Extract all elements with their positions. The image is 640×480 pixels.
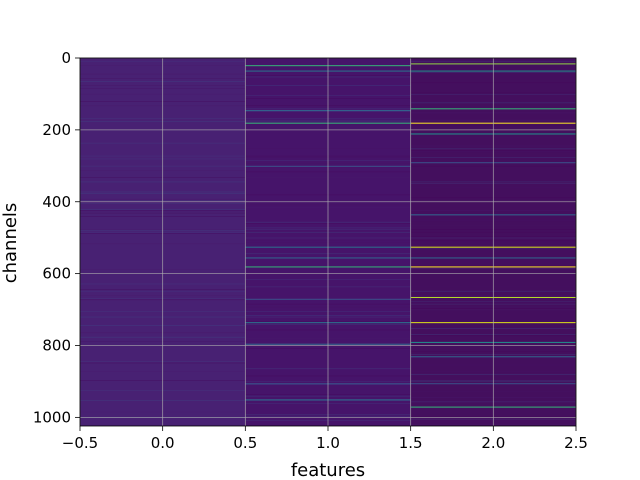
x-tick-label: −0.5 <box>62 434 98 452</box>
y-tick-label: 1000 <box>33 408 71 426</box>
y-tick-label: 200 <box>42 121 71 139</box>
x-tick-label: 2.0 <box>481 434 505 452</box>
x-tick-label: 0.5 <box>233 434 257 452</box>
y-tick-label: 0 <box>61 49 71 67</box>
y-tick-label: 400 <box>42 193 71 211</box>
x-tick-label: 1.5 <box>399 434 423 452</box>
x-tick-label: 1.0 <box>316 434 340 452</box>
y-tick-label: 800 <box>42 337 71 355</box>
x-tick-label: 0.0 <box>151 434 175 452</box>
y-axis-label: channels <box>0 203 21 284</box>
x-axis-label: features <box>291 460 365 480</box>
x-axis: −0.5 0.0 0.5 1.0 1.5 2.0 2.5 <box>62 426 588 452</box>
y-axis: 0 200 400 600 800 1000 <box>33 49 80 426</box>
y-tick-label: 600 <box>42 265 71 283</box>
x-tick-label: 2.5 <box>564 434 588 452</box>
